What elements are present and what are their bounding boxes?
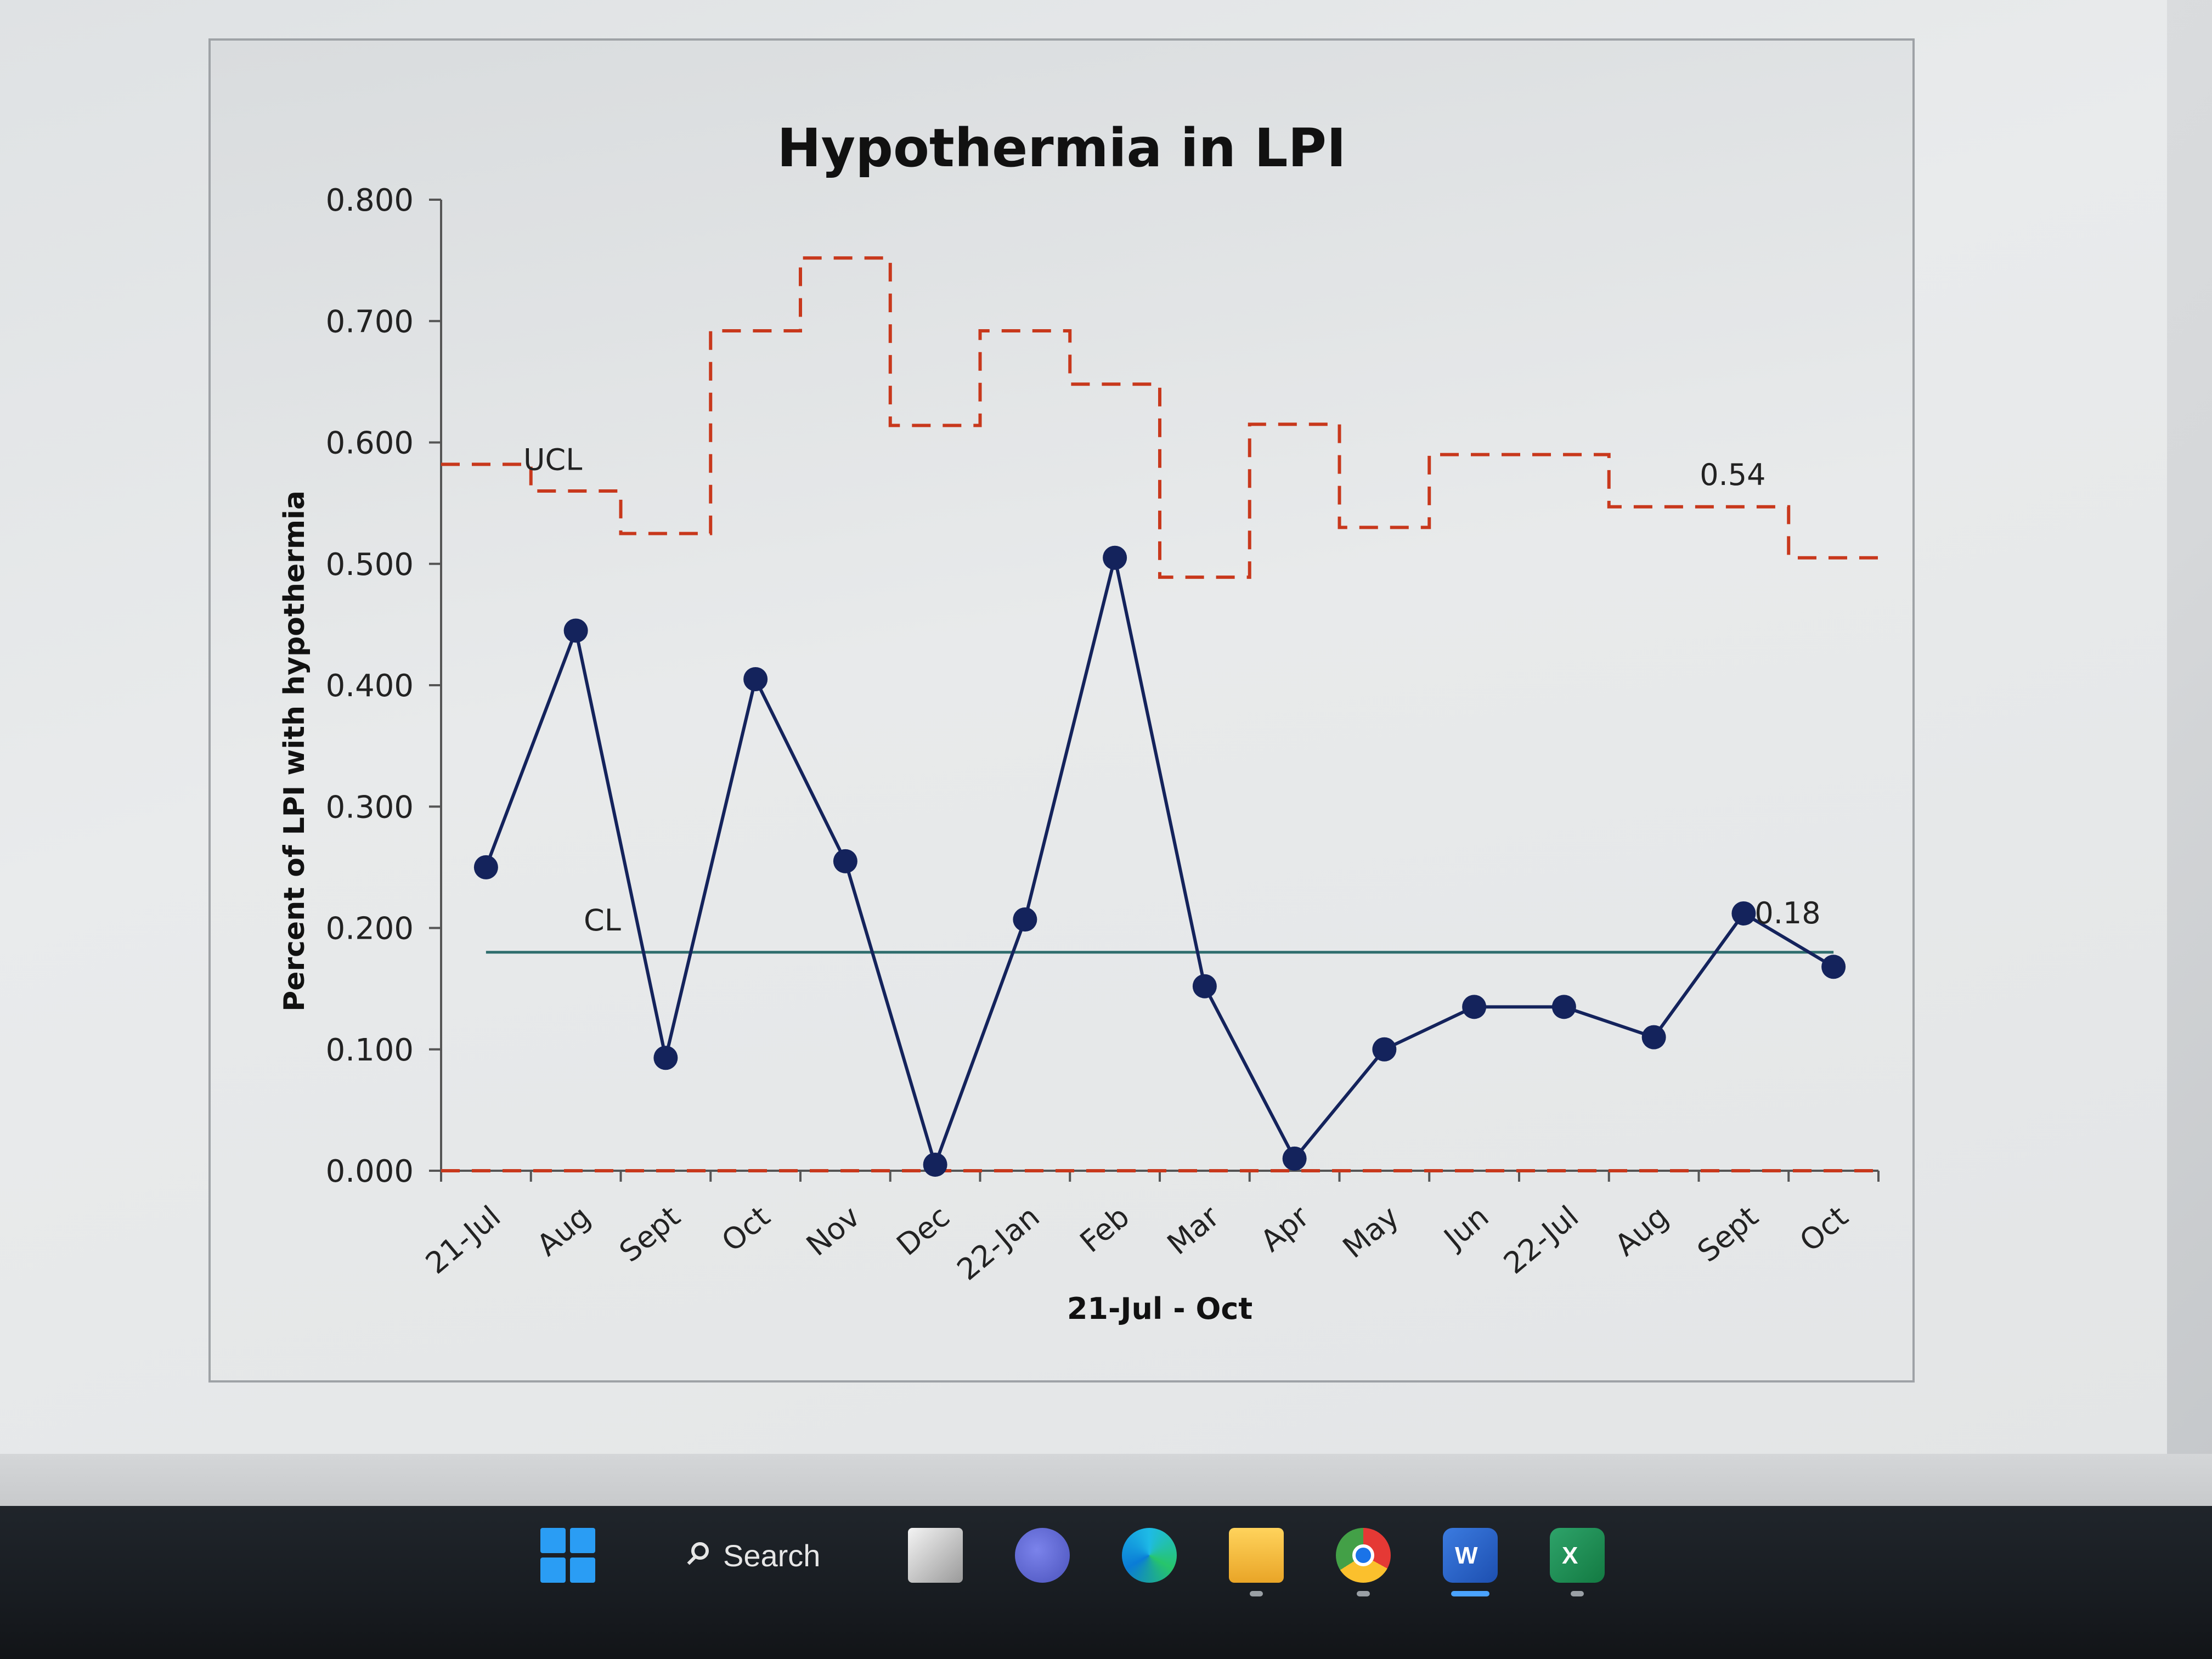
excel-icon[interactable]: X [1550,1528,1605,1583]
y-tick-label: 0.000 [326,1154,414,1189]
data-point [743,667,768,691]
y-tick-label: 0.800 [326,183,414,218]
y-tick-label: 0.700 [326,304,414,340]
x-tick-label: Nov [800,1199,866,1263]
explorer-running-indicator [1250,1591,1263,1596]
word-letter: W [1455,1542,1478,1569]
x-tick-label: Aug [1609,1199,1675,1263]
x-tick-label: Oct [715,1199,776,1259]
data-point [1551,995,1576,1019]
x-tick-label: Feb [1074,1199,1136,1260]
x-tick-label: Mar [1161,1199,1226,1261]
word-active-indicator [1451,1591,1489,1596]
ucl-step-line [441,256,1878,579]
x-tick-label: May [1336,1199,1406,1265]
data-point [1013,907,1037,932]
x-tick-label: Apr [1254,1199,1316,1259]
y-tick-label: 0.500 [326,547,414,583]
x-tick-label: Sept [613,1199,687,1269]
data-point [1641,1025,1666,1049]
file-explorer-icon[interactable] [1229,1528,1284,1583]
y-tick-label: 0.600 [326,426,414,461]
x-tick-label: 22-Jul [1497,1199,1585,1281]
screen-bezel [0,1454,2212,1506]
data-point [1462,995,1487,1019]
chart-area: Hypothermia in LPI 0.000 0.100 0.200 0.300 0… [208,38,1915,1383]
y-tick-label: 0.200 [326,911,414,947]
cl-value-annotation: 0.18 [1754,896,1820,930]
data-point [1282,1146,1307,1171]
word-icon[interactable]: W [1443,1528,1498,1583]
teams-icon[interactable] [1015,1528,1070,1583]
taskbar: Search W X [0,1506,2212,1659]
data-point [833,849,857,873]
x-tick-label: 22-Jan [951,1199,1046,1287]
cl-label: CL [584,903,621,938]
data-point [1192,974,1217,998]
edge-icon[interactable] [1122,1528,1177,1583]
chrome-icon[interactable] [1336,1528,1391,1583]
search-icon [686,1542,712,1568]
data-point [1103,545,1127,570]
y-tick-label: 0.300 [326,789,414,825]
x-tick-label: Jun [1436,1199,1495,1256]
search-button[interactable]: Search [675,1528,856,1583]
y-tick-label: 0.400 [326,668,414,704]
data-point [923,1152,947,1177]
excel-letter: X [1562,1542,1578,1569]
ucl-label: UCL [523,442,582,477]
windows-start-icon[interactable] [540,1528,595,1583]
chart-title: Hypothermia in LPI [777,117,1346,179]
data-point [563,618,588,643]
excel-running-indicator [1571,1591,1584,1596]
task-view-icon[interactable] [908,1528,963,1583]
x-axis-title: 21-Jul - Oct [1067,1291,1252,1326]
x-tick-label: Sept [1691,1199,1765,1269]
x-tick-label: Dec [890,1199,956,1262]
data-series-line [484,557,1835,1170]
data-point [1731,901,1756,926]
chrome-running-indicator [1357,1591,1370,1596]
y-tick-label: 0.100 [326,1032,414,1068]
data-point [473,855,498,879]
monitor-screen: Hypothermia in LPI 0.000 0.100 0.200 0.300 0… [0,0,2167,1454]
x-tick-label: 21-Jul [419,1199,507,1281]
ucl-value-annotation: 0.54 [1700,458,1765,492]
data-point [1821,955,1846,979]
control-chart: 0.000 0.100 0.200 0.300 0.400 0.500 0.600 0.700… [278,183,1880,1326]
x-tick-label: Aug [531,1199,597,1263]
search-label: Search [723,1538,821,1573]
x-tick-label: Oct [1793,1199,1854,1259]
data-point [1372,1037,1397,1062]
data-point [653,1046,678,1070]
y-axis-title: Percent of LPI with hypothermia [278,490,311,1012]
